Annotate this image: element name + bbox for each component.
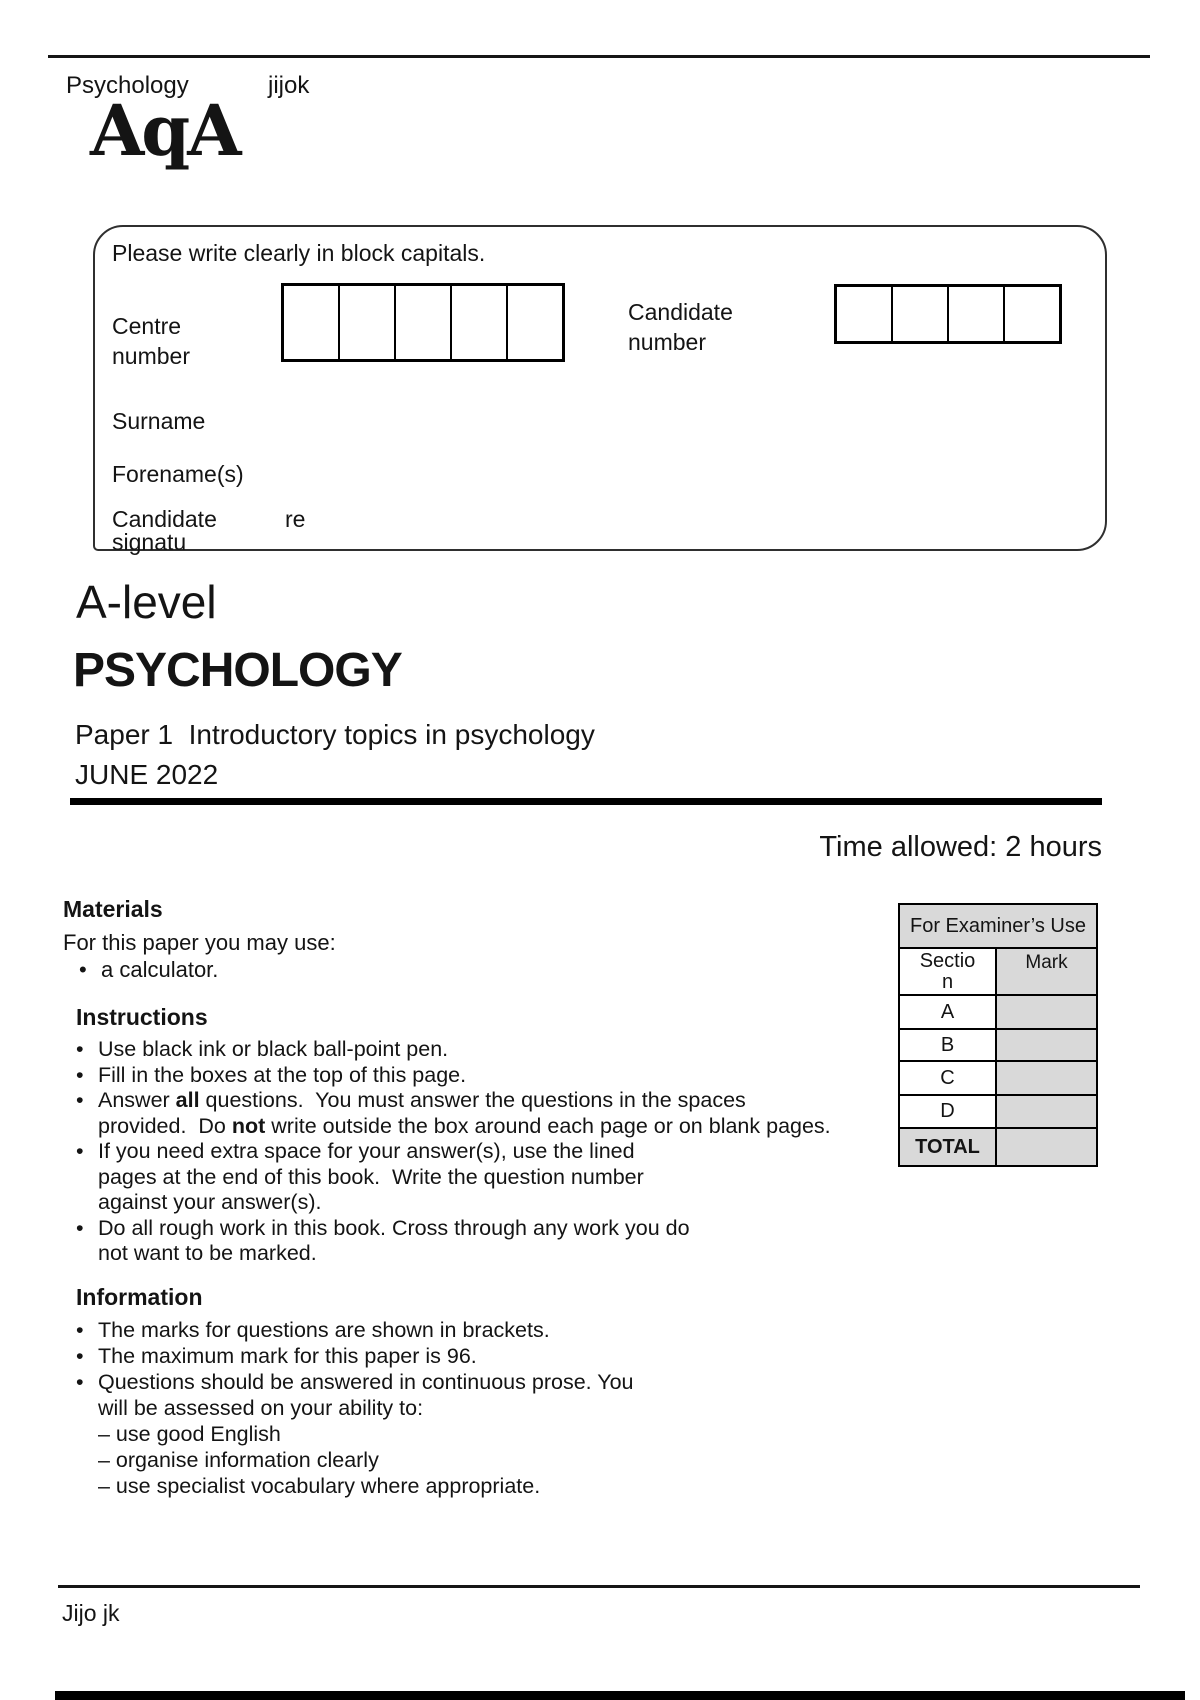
mark-cell [997,1096,1096,1127]
footer-rule [58,1585,1140,1588]
title-divider-rule [70,798,1102,805]
total-label: TOTAL [900,1129,997,1165]
materials-intro: For this paper you may use: [63,930,336,955]
aqa-logo: AqA [90,89,242,172]
centre-number-cell[interactable] [452,286,508,359]
candidate-number-cell[interactable] [1005,287,1059,341]
centre-number-label: Centre number [112,313,190,369]
qualification-title: A-level [76,576,217,628]
text-line: • If you need extra space for your answer… [76,1139,635,1163]
text-line: • Questions should be answered in continu… [76,1370,634,1394]
information-list: • The marks for questions are shown in br… [76,1317,633,1499]
header-note: jijok [268,72,310,99]
surname-label: Surname [112,408,206,434]
candidate-number-label: Candidate number [628,299,733,355]
time-allowed: Time allowed: 2 hours [819,831,1102,863]
text-line: • Answer all questions. You must answer t… [76,1088,746,1112]
candidate-number-cell[interactable] [837,287,893,341]
text-line: • The marks for questions are shown in br… [76,1318,550,1342]
candidate-signature-label-wrap: signatu [112,529,187,555]
candidate-number-cell[interactable] [893,287,949,341]
instructions-section: Instructions • Use black ink or black bal… [76,1004,831,1267]
subject-title: PSYCHOLOGY [73,644,403,697]
examiner-row-c: C [900,1062,1096,1096]
section-label: D [900,1096,997,1127]
information-section: Information • The marks for questions are… [76,1284,633,1499]
text-line: • Use black ink or black ball-point pen. [76,1037,449,1061]
bullet: • [76,1215,84,1240]
candidate-number-cells [834,284,1062,344]
centre-number-cells [281,283,565,362]
examiner-row-b: B [900,1030,1096,1062]
instructions-list: • Use black ink or black ball-point pen. •… [76,1037,831,1267]
mark-cell [997,1030,1096,1060]
materials-section: Materials For this paper you may use: • a… [63,896,336,983]
text-line: – use good English [98,1422,281,1446]
bullet: • [76,1037,84,1061]
bullet: • [79,957,87,982]
examiner-row-a: A [900,996,1096,1030]
bullet: • [76,1062,84,1087]
examiner-table-header-row: Sectio n Mark [900,949,1096,996]
text-line: will be assessed on your ability to: [98,1396,424,1420]
bottom-bar [55,1691,1185,1700]
mark-column-header: Mark [997,949,1096,994]
exam-session: JUNE 2022 [75,759,219,790]
information-heading: Information [76,1284,203,1310]
text-line: not want to be marked. [98,1241,317,1265]
materials-heading: Materials [63,896,163,922]
footer-name: Jijo jk [62,1600,120,1626]
mark-cell [997,1062,1096,1094]
candidate-details-box: Please write clearly in block capitals. … [93,225,1107,555]
examiner-row-total: TOTAL [900,1129,1096,1165]
section-column-header: Sectio n [900,949,997,994]
materials-list: • a calculator. [63,956,336,983]
instructions-heading: Instructions [76,1004,208,1030]
bullet: • [76,1318,84,1342]
block-capitals-note: Please write clearly in block capitals. [112,240,486,266]
text-line: • a calculator. [79,957,219,982]
forenames-label: Forename(s) [112,461,244,487]
examiner-row-d: D [900,1096,1096,1129]
total-mark-cell [997,1129,1096,1165]
section-label: B [900,1030,997,1060]
top-rule [48,55,1150,58]
paper-title: Paper 1 Introductory topics in psycholog… [75,719,595,750]
text-line: – use specialist vocabulary where approp… [98,1474,541,1498]
section-label: C [900,1062,997,1094]
candidate-number-cell[interactable] [949,287,1005,341]
examiner-use-table: For Examiner’s Use Sectio n Mark A B C D… [898,903,1098,1167]
text-line: against your answer(s). [98,1190,322,1214]
section-label: A [900,996,997,1028]
text-line: provided. Do not write outside the box a… [98,1113,831,1138]
text-line: – organise information clearly [98,1448,379,1472]
centre-number-cell[interactable] [340,286,396,359]
bullet: • [76,1344,84,1368]
text-line: • Do all rough work in this book. Cross t… [76,1215,690,1240]
subject-label: Psychology [66,72,189,99]
text-line: • The maximum mark for this paper is 96. [76,1344,477,1368]
centre-number-cell[interactable] [284,286,340,359]
examiner-table-title: For Examiner’s Use [900,905,1096,949]
centre-number-cell[interactable] [396,286,452,359]
candidate-signature-label: Candidate [112,506,217,532]
text-line: pages at the end of this book. Write the… [98,1164,644,1189]
centre-number-cell[interactable] [508,286,562,359]
bullet: • [76,1370,84,1394]
mark-cell [997,996,1096,1028]
candidate-signature-label-suffix: re [285,506,306,532]
bullet: • [76,1088,84,1112]
text-line: • Fill in the boxes at the top of this pa… [76,1062,467,1087]
bullet: • [76,1139,84,1163]
